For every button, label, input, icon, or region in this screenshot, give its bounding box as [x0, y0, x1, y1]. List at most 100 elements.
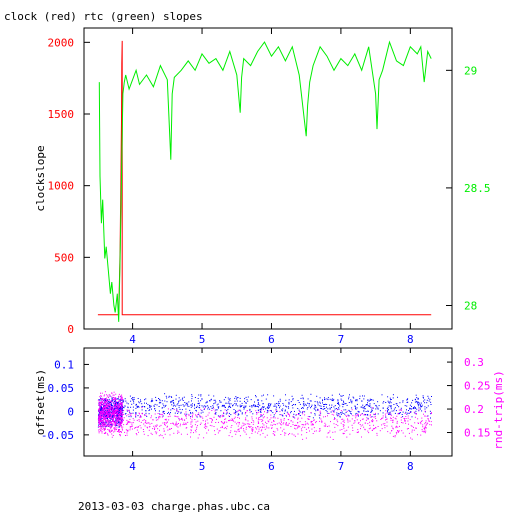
data-point	[178, 397, 180, 399]
data-point	[115, 398, 117, 400]
data-point	[104, 400, 106, 402]
data-point	[324, 422, 326, 424]
data-point	[103, 413, 105, 415]
data-point	[218, 421, 219, 423]
data-point	[176, 409, 178, 411]
data-point	[361, 436, 362, 438]
y2-tick-label: 0.25	[464, 380, 491, 393]
data-point	[198, 412, 200, 414]
data-point	[414, 422, 416, 424]
data-point	[116, 414, 118, 416]
data-point	[228, 406, 230, 408]
data-point	[104, 423, 106, 425]
data-point	[302, 411, 304, 413]
data-point	[356, 415, 358, 417]
data-point	[125, 400, 127, 402]
data-point	[423, 397, 424, 399]
data-point	[350, 412, 351, 414]
data-point	[102, 424, 104, 426]
data-point	[135, 412, 137, 414]
data-point	[147, 435, 149, 437]
data-point	[274, 431, 276, 433]
data-point	[226, 421, 228, 423]
data-point	[148, 413, 150, 415]
data-point	[418, 407, 420, 409]
data-point	[141, 409, 143, 411]
data-point	[404, 435, 406, 437]
data-point	[298, 425, 300, 427]
data-point	[357, 414, 359, 416]
data-point	[154, 425, 156, 427]
data-point	[349, 394, 350, 396]
data-point	[339, 429, 341, 431]
data-point	[424, 428, 426, 429]
data-point	[101, 409, 102, 411]
data-point	[151, 422, 153, 424]
data-point	[332, 439, 334, 440]
data-point	[115, 424, 117, 426]
data-point	[103, 416, 105, 418]
data-point	[195, 409, 197, 411]
data-point	[258, 406, 259, 408]
data-point	[173, 399, 174, 401]
data-point	[132, 398, 134, 400]
data-point	[387, 406, 389, 408]
data-point	[185, 415, 187, 417]
data-point	[202, 406, 204, 408]
data-point	[190, 404, 192, 406]
data-point	[363, 395, 365, 397]
data-point	[381, 394, 383, 396]
data-point	[225, 427, 226, 429]
plot-frame	[83, 27, 453, 330]
data-point	[321, 421, 323, 423]
data-point	[355, 407, 357, 409]
data-point	[177, 416, 179, 418]
data-point	[165, 395, 167, 397]
data-point	[112, 397, 114, 398]
data-point	[175, 424, 177, 426]
data-point	[156, 404, 158, 406]
data-point	[103, 428, 105, 430]
data-point	[161, 416, 163, 418]
data-point	[423, 400, 424, 402]
data-point	[273, 420, 275, 422]
data-point	[370, 416, 372, 418]
data-point	[197, 403, 199, 405]
data-point	[107, 406, 109, 408]
data-point	[374, 414, 376, 416]
data-point	[176, 416, 178, 418]
data-point	[191, 425, 193, 427]
data-point	[164, 423, 165, 425]
data-point	[106, 417, 108, 419]
data-point	[210, 406, 212, 408]
data-point	[99, 417, 101, 419]
data-point	[249, 409, 251, 411]
data-point	[343, 427, 345, 429]
data-point	[155, 417, 157, 419]
data-point	[100, 423, 102, 425]
data-point	[103, 423, 105, 425]
data-point	[196, 405, 198, 407]
data-point	[112, 412, 114, 414]
data-point	[165, 405, 166, 407]
data-point	[285, 405, 287, 407]
data-point	[398, 430, 399, 432]
data-point	[353, 422, 355, 424]
data-point	[131, 403, 133, 405]
data-point	[120, 405, 122, 407]
data-point	[158, 435, 160, 437]
data-point	[106, 410, 108, 412]
data-point	[224, 406, 226, 408]
data-point	[422, 426, 424, 428]
data-point	[120, 402, 122, 404]
data-point	[206, 426, 208, 428]
data-point	[239, 406, 241, 408]
data-point	[121, 417, 123, 419]
data-point	[191, 398, 193, 400]
data-point	[135, 407, 137, 409]
data-point	[278, 403, 280, 404]
data-point	[421, 410, 423, 412]
data-point	[107, 402, 109, 404]
data-point	[235, 396, 237, 398]
